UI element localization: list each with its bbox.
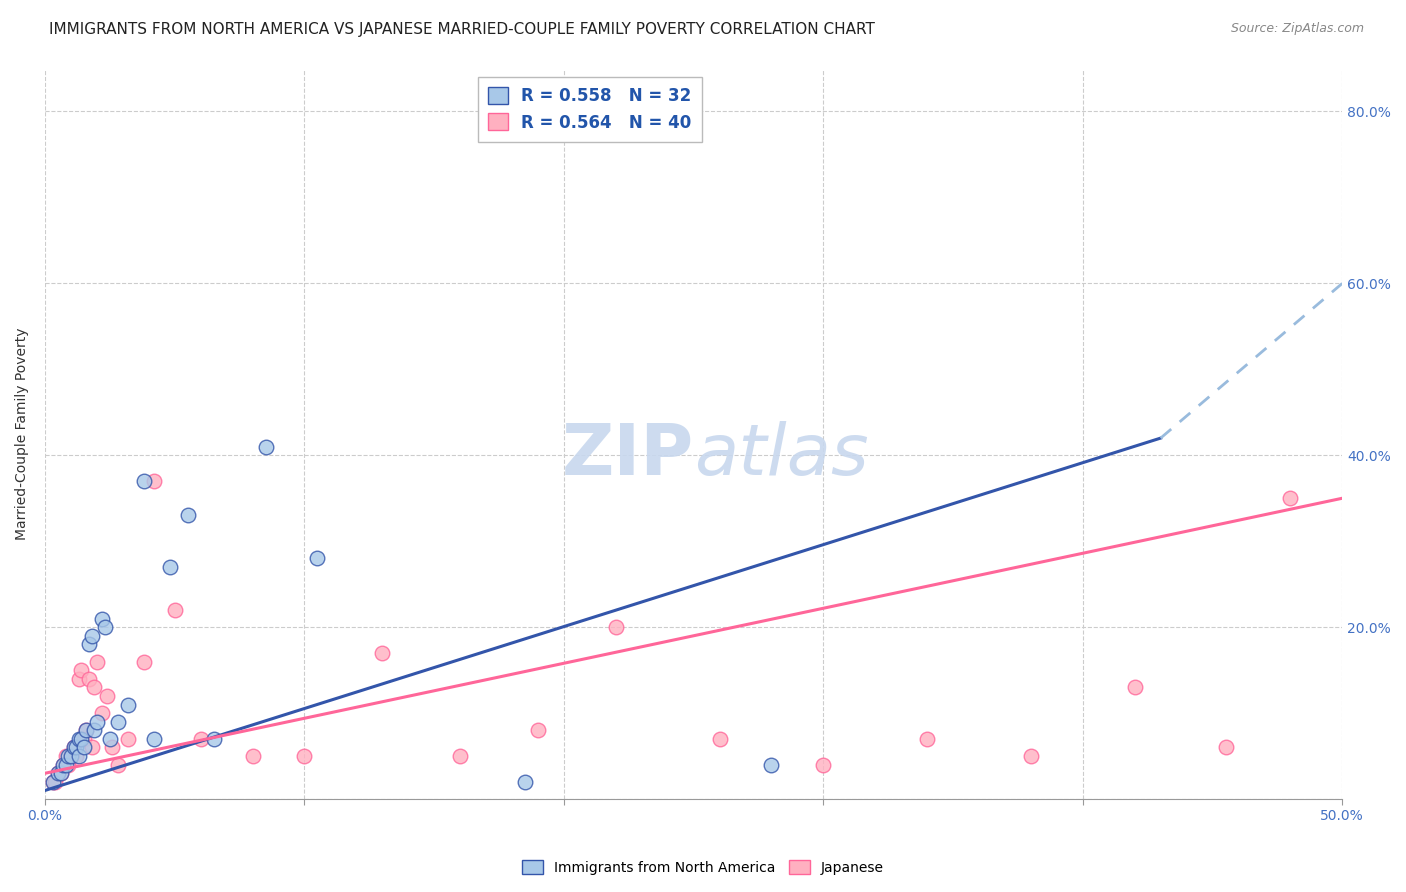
Point	[813, 757, 835, 772]
Point	[107, 714, 129, 729]
Legend: R = 0.558   N = 32, R = 0.564   N = 40: R = 0.558 N = 32, R = 0.564 N = 40	[478, 77, 702, 142]
Point	[62, 740, 84, 755]
Point	[142, 474, 165, 488]
Point	[915, 731, 938, 746]
Point	[73, 731, 96, 746]
Point	[44, 775, 66, 789]
Point	[59, 749, 82, 764]
Point	[294, 749, 316, 764]
Point	[101, 740, 124, 755]
Text: ZIP: ZIP	[561, 421, 693, 491]
Point	[159, 560, 181, 574]
Point	[307, 551, 329, 566]
Point	[1123, 681, 1146, 695]
Point	[42, 775, 65, 789]
Point	[55, 749, 77, 764]
Point	[709, 731, 731, 746]
Point	[1279, 491, 1302, 506]
Point	[513, 775, 536, 789]
Point	[67, 731, 90, 746]
Point	[371, 646, 394, 660]
Point	[58, 757, 80, 772]
Point	[49, 766, 72, 780]
Point	[91, 611, 114, 625]
Text: atlas: atlas	[693, 421, 869, 491]
Point	[46, 766, 69, 780]
Point	[98, 731, 121, 746]
Text: Source: ZipAtlas.com: Source: ZipAtlas.com	[1230, 22, 1364, 36]
Point	[254, 440, 277, 454]
Point	[132, 655, 155, 669]
Point	[49, 766, 72, 780]
Point	[761, 757, 783, 772]
Point	[59, 749, 82, 764]
Point	[142, 731, 165, 746]
Point	[77, 637, 100, 651]
Point	[93, 620, 115, 634]
Point	[80, 629, 103, 643]
Point	[55, 757, 77, 772]
Point	[83, 681, 105, 695]
Point	[176, 508, 198, 523]
Point	[202, 731, 225, 746]
Point	[190, 731, 212, 746]
Point	[73, 740, 96, 755]
Point	[58, 749, 80, 764]
Point	[605, 620, 627, 634]
Point	[86, 655, 108, 669]
Point	[527, 723, 550, 738]
Point	[86, 714, 108, 729]
Point	[80, 740, 103, 755]
Point	[76, 723, 98, 738]
Point	[76, 723, 98, 738]
Point	[1215, 740, 1237, 755]
Point	[67, 749, 90, 764]
Point	[91, 706, 114, 720]
Point	[46, 766, 69, 780]
Point	[70, 731, 93, 746]
Point	[67, 672, 90, 686]
Point	[52, 757, 75, 772]
Point	[62, 740, 84, 755]
Point	[52, 757, 75, 772]
Point	[163, 603, 186, 617]
Point	[96, 689, 118, 703]
Point	[132, 474, 155, 488]
Point	[242, 749, 264, 764]
Legend: Immigrants from North America, Japanese: Immigrants from North America, Japanese	[516, 855, 890, 880]
Point	[77, 672, 100, 686]
Point	[117, 731, 139, 746]
Point	[449, 749, 471, 764]
Point	[1019, 749, 1042, 764]
Point	[107, 757, 129, 772]
Point	[42, 775, 65, 789]
Point	[83, 723, 105, 738]
Point	[65, 740, 87, 755]
Point	[117, 698, 139, 712]
Point	[70, 663, 93, 677]
Text: IMMIGRANTS FROM NORTH AMERICA VS JAPANESE MARRIED-COUPLE FAMILY POVERTY CORRELAT: IMMIGRANTS FROM NORTH AMERICA VS JAPANES…	[49, 22, 875, 37]
Point	[65, 749, 87, 764]
Y-axis label: Married-Couple Family Poverty: Married-Couple Family Poverty	[15, 327, 30, 540]
